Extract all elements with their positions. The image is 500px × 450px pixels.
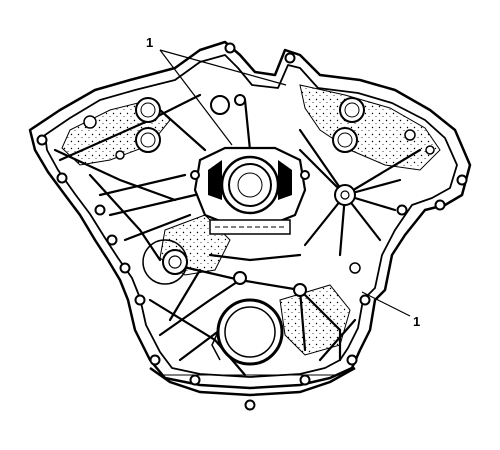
lower-flange <box>149 366 356 397</box>
callout-label-right: 1 <box>413 314 420 329</box>
mounting-bolt-holes <box>36 42 468 411</box>
callout-right: 1 <box>361 291 420 329</box>
left-bank-bores <box>83 95 230 285</box>
water-pump-housing <box>193 146 307 235</box>
right-bank-bores <box>332 97 435 274</box>
callout-top: 1 <box>146 35 287 146</box>
pump-inner-ring <box>228 163 272 207</box>
callout-label-top: 1 <box>146 35 153 50</box>
crankshaft-seal-bore <box>211 298 284 366</box>
structural-ribs <box>53 93 422 377</box>
